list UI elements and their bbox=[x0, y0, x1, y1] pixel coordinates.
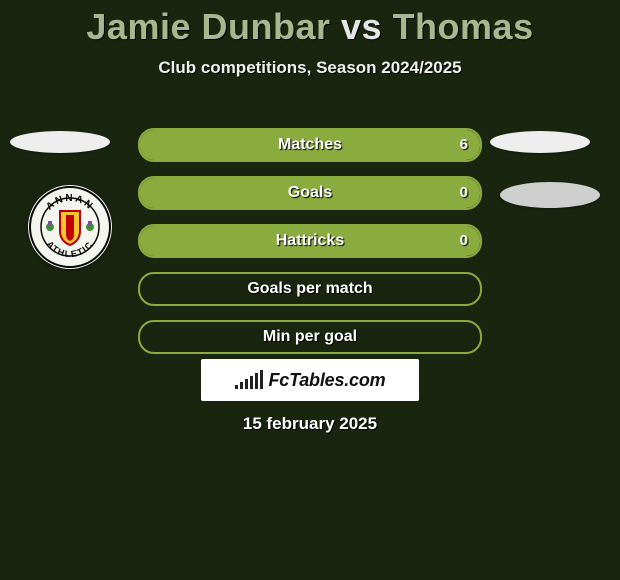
brand-bar bbox=[250, 376, 253, 389]
stat-value-right: 6 bbox=[460, 130, 468, 160]
page-title: Jamie Dunbar vs Thomas bbox=[0, 6, 620, 48]
brand-chart-icon bbox=[235, 371, 263, 389]
stat-label: Hattricks bbox=[140, 226, 480, 256]
page-root: Jamie Dunbar vs Thomas Club competitions… bbox=[0, 6, 620, 580]
stat-value-right: 0 bbox=[460, 178, 468, 208]
stat-label: Goals per match bbox=[140, 274, 480, 304]
subtitle: Club competitions, Season 2024/2025 bbox=[0, 58, 620, 78]
branding-box: FcTables.com bbox=[201, 359, 419, 401]
stats-panel: Matches6Goals0Hattricks0Goals per matchM… bbox=[138, 128, 482, 368]
title-vs: vs bbox=[341, 6, 382, 47]
brand-text: FcTables.com bbox=[269, 370, 386, 391]
brand-bar bbox=[245, 379, 248, 389]
stat-row: Goals0 bbox=[138, 176, 482, 210]
brand-bar bbox=[255, 373, 258, 389]
stat-row: Matches6 bbox=[138, 128, 482, 162]
annan-athletic-crest-icon: ANNAN ATHLETIC bbox=[28, 185, 112, 269]
brand-bar bbox=[240, 382, 243, 389]
title-player1: Jamie Dunbar bbox=[86, 6, 330, 47]
stat-label: Matches bbox=[140, 130, 480, 160]
player1-photo-placeholder bbox=[10, 131, 110, 153]
stat-label: Goals bbox=[140, 178, 480, 208]
player2-club-placeholder bbox=[500, 182, 600, 208]
stat-row: Goals per match bbox=[138, 272, 482, 306]
brand-bar bbox=[235, 385, 238, 389]
date-label: 15 february 2025 bbox=[0, 414, 620, 434]
stat-row: Min per goal bbox=[138, 320, 482, 354]
brand-bar bbox=[260, 370, 263, 389]
player1-club-crest: ANNAN ATHLETIC bbox=[28, 185, 112, 269]
stat-value-right: 0 bbox=[460, 226, 468, 256]
stat-label: Min per goal bbox=[140, 322, 480, 352]
stat-row: Hattricks0 bbox=[138, 224, 482, 258]
title-player2: Thomas bbox=[393, 6, 534, 47]
player2-photo-placeholder bbox=[490, 131, 590, 153]
